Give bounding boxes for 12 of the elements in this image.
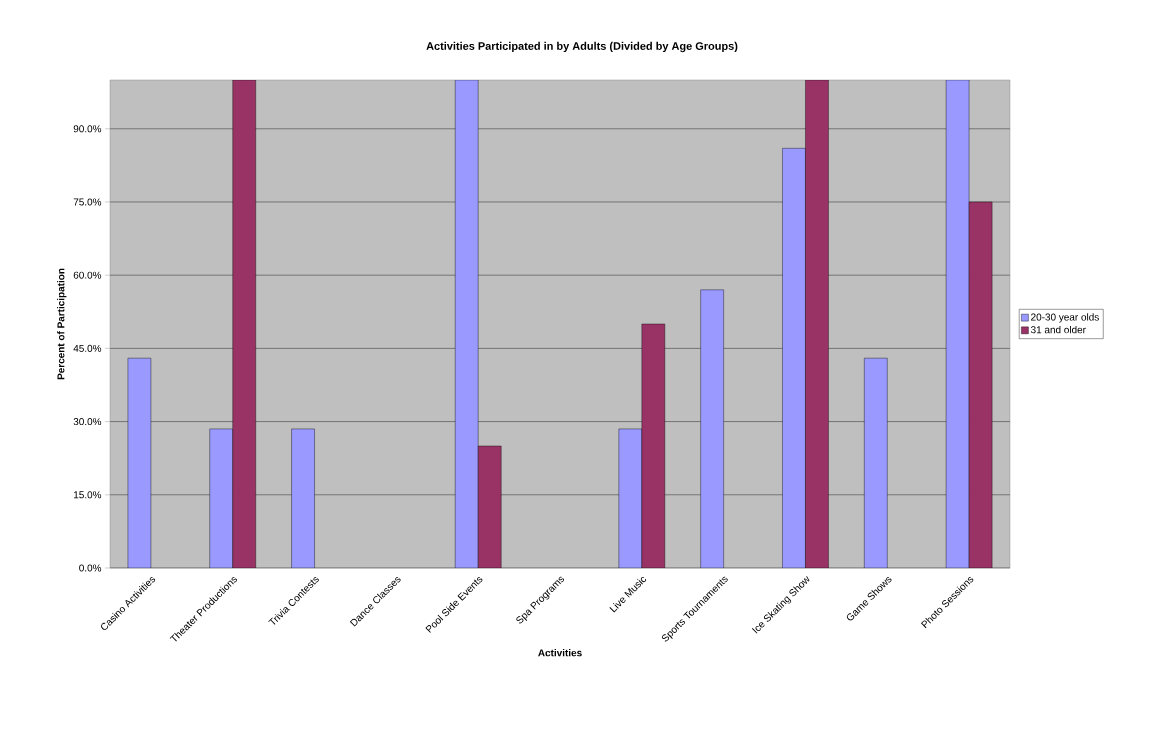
chart-title: Activities Participated in by Adults (Divided by Age Groups) <box>426 41 738 53</box>
legend-label: 20-30 year olds <box>1031 313 1099 323</box>
y-tick-label: 0.0% <box>79 564 102 572</box>
y-tick-label: 15.0% <box>74 491 102 499</box>
y-tick-label: 60.0% <box>73 271 102 279</box>
y-tick-label: 90.0% <box>73 125 102 133</box>
legend-label: 31 and older <box>1030 325 1086 334</box>
x-axis-title: Activities <box>538 649 582 657</box>
y-tick-label: 75.0% <box>73 198 102 206</box>
y-tick-label: 45.0% <box>73 344 102 352</box>
y-tick-label: 30.0% <box>73 418 102 426</box>
y-axis-title: Percent of Participation <box>57 268 67 380</box>
